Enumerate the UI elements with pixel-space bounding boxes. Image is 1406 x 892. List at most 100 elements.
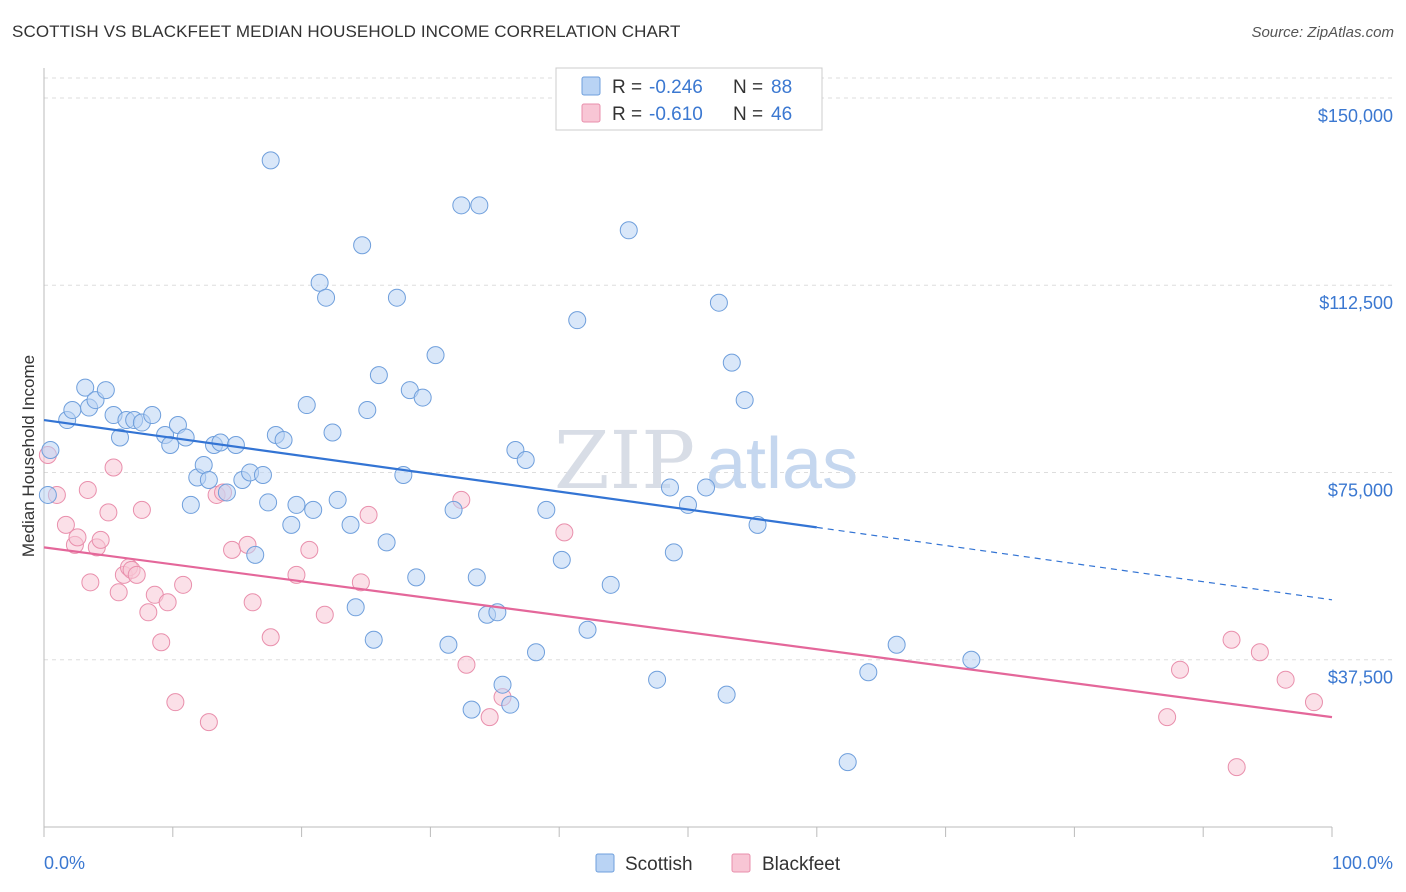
blackfeet-point bbox=[99, 503, 118, 522]
scottish-trend-extension bbox=[816, 526, 1333, 601]
y-tick-label: $150,000 bbox=[1318, 106, 1393, 126]
scottish-point bbox=[110, 428, 129, 447]
blackfeet-point bbox=[127, 565, 146, 584]
scottish-point bbox=[709, 293, 728, 312]
scottish-point bbox=[697, 478, 716, 497]
y-axis-title: Median Household Income bbox=[19, 355, 38, 557]
blackfeet-point bbox=[91, 530, 110, 549]
scottish-point bbox=[364, 630, 383, 649]
scottish-point bbox=[41, 440, 60, 459]
chart-title: SCOTTISH VS BLACKFEET MEDIAN HOUSEHOLD I… bbox=[12, 22, 681, 41]
blackfeet-point bbox=[359, 505, 378, 524]
scottish-point bbox=[63, 401, 82, 420]
scottish-point bbox=[619, 221, 638, 240]
scottish-point bbox=[377, 533, 396, 552]
scottish-point bbox=[38, 485, 57, 504]
scottish-point bbox=[722, 353, 741, 372]
blackfeet-point bbox=[457, 655, 476, 674]
y-tick-label: $37,500 bbox=[1328, 668, 1393, 688]
blackfeet-point bbox=[1304, 693, 1323, 712]
scottish-point bbox=[537, 500, 556, 519]
blackfeet-point bbox=[555, 523, 574, 542]
scottish-points bbox=[38, 151, 981, 772]
blackfeet-point bbox=[68, 528, 87, 547]
blackfeet-point bbox=[132, 500, 151, 519]
y-tick-label: $112,500 bbox=[1319, 293, 1393, 313]
scottish-point bbox=[413, 388, 432, 407]
blackfeet-point bbox=[480, 708, 499, 727]
blackfeet-point bbox=[351, 573, 370, 592]
scottish-point bbox=[501, 695, 520, 714]
blackfeet-point bbox=[1227, 758, 1246, 777]
scottish-point bbox=[246, 545, 265, 564]
scottish-point bbox=[452, 196, 471, 215]
legend-n-value-scottish: 88 bbox=[771, 77, 792, 98]
blackfeet-point bbox=[109, 583, 128, 602]
blackfeet-points bbox=[38, 445, 1323, 777]
blackfeet-point bbox=[199, 713, 218, 732]
scottish-point bbox=[211, 433, 230, 452]
scottish-point bbox=[407, 568, 426, 587]
scottish-point bbox=[516, 450, 535, 469]
blackfeet-point bbox=[1250, 643, 1269, 662]
blackfeet-point bbox=[81, 573, 100, 592]
scottish-point bbox=[353, 236, 372, 255]
scottish-point bbox=[735, 391, 754, 410]
scottish-point bbox=[660, 478, 679, 497]
scottish-trend-line bbox=[43, 418, 817, 529]
scottish-point bbox=[323, 423, 342, 442]
blackfeet-point bbox=[315, 605, 334, 624]
x-ticks bbox=[43, 827, 1333, 837]
blackfeet-point bbox=[1276, 670, 1295, 689]
blackfeet-point bbox=[261, 628, 280, 647]
scottish-point bbox=[444, 500, 463, 519]
blackfeet-point bbox=[300, 540, 319, 559]
chart-source: Source: ZipAtlas.com bbox=[1251, 24, 1394, 41]
scottish-point bbox=[304, 500, 323, 519]
scottish-point bbox=[346, 598, 365, 617]
blackfeet-point bbox=[166, 693, 185, 712]
scottish-point bbox=[282, 515, 301, 534]
blackfeet-point bbox=[1158, 708, 1177, 727]
scottish-point bbox=[358, 401, 377, 420]
scottish-point bbox=[261, 151, 280, 170]
scottish-point bbox=[426, 346, 445, 365]
legend-bottom: Scottish Blackfeet bbox=[595, 853, 841, 875]
x-tick-label-max: 100.0% bbox=[1332, 853, 1393, 873]
scottish-point bbox=[962, 650, 981, 669]
watermark: ZIP atlas bbox=[554, 414, 858, 507]
scottish-point bbox=[328, 490, 347, 509]
scottish-point bbox=[194, 455, 213, 474]
scottish-point bbox=[527, 643, 546, 662]
scottish-point bbox=[287, 495, 306, 514]
legend-n-label-blackfeet: N = bbox=[733, 104, 763, 125]
y-tick-labels: $37,500 $75,000 $112,500 $150,000 bbox=[1318, 106, 1393, 688]
blackfeet-point bbox=[243, 593, 262, 612]
blackfeet-point bbox=[139, 603, 158, 622]
scottish-point bbox=[664, 543, 683, 562]
legend-n-value-blackfeet: 46 bbox=[771, 104, 792, 125]
blackfeet-point bbox=[1171, 660, 1190, 679]
legend-r-label-blackfeet: R = bbox=[612, 104, 642, 125]
legend-bottom-swatch-blackfeet bbox=[731, 853, 751, 873]
scottish-point bbox=[387, 288, 406, 307]
blackfeet-point bbox=[152, 633, 171, 652]
blackfeet-point bbox=[78, 480, 97, 499]
scottish-point bbox=[297, 396, 316, 415]
scottish-point bbox=[176, 428, 195, 447]
scottish-point bbox=[76, 378, 95, 397]
scottish-point bbox=[470, 196, 489, 215]
blackfeet-point bbox=[223, 540, 242, 559]
scottish-point bbox=[859, 663, 878, 682]
scottish-point bbox=[717, 685, 736, 704]
scottish-point bbox=[259, 493, 278, 512]
scottish-point bbox=[181, 495, 200, 514]
x-tick-label-min: 0.0% bbox=[44, 853, 85, 873]
scottish-point bbox=[552, 550, 571, 569]
legend-swatch-blackfeet bbox=[581, 103, 601, 123]
legend-swatch-scottish bbox=[581, 76, 601, 96]
scottish-point bbox=[253, 465, 272, 484]
legend-r-value-scottish: -0.246 bbox=[649, 77, 703, 98]
scottish-point bbox=[493, 675, 512, 694]
scottish-point bbox=[648, 670, 667, 689]
